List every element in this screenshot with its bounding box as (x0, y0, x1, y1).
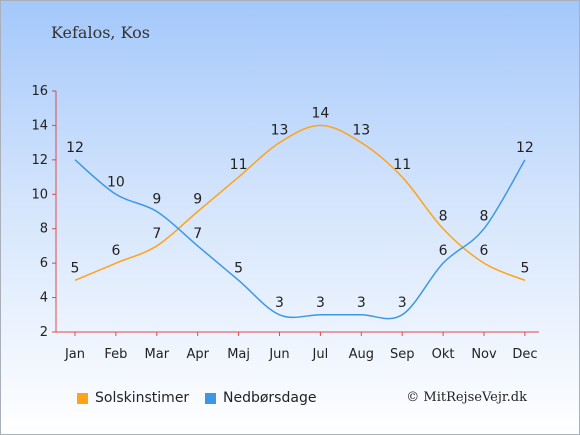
data-label-series-1: 10 (107, 174, 125, 190)
y-tick-label: 4 (40, 291, 48, 306)
data-label-series-1: 3 (357, 295, 366, 311)
x-tick-label: Jun (268, 347, 289, 362)
x-tick-label: Okt (432, 347, 455, 362)
data-label-series-0: 5 (71, 260, 80, 276)
legend-item-rain-days: Nedbørsdage (205, 390, 316, 406)
data-label-series-1: 3 (275, 295, 284, 311)
x-tick-label: Aug (349, 347, 374, 362)
data-label-series-1: 3 (316, 295, 325, 311)
x-tick-label: Nov (471, 347, 497, 362)
legend-label-sunshine: Solskinstimer (95, 390, 190, 406)
data-label-series-1: 9 (152, 192, 161, 208)
data-label-series-0: 7 (152, 226, 161, 242)
data-label-series-1: 5 (234, 260, 243, 276)
x-tick-label: Dec (512, 347, 537, 362)
data-label-series-0: 6 (111, 243, 120, 259)
x-tick-label: Maj (227, 347, 250, 362)
legend-label-rain-days: Nedbørsdage (223, 390, 317, 406)
data-label-series-0: 13 (352, 123, 370, 139)
data-label-series-0: 8 (439, 209, 448, 225)
data-label-series-1: 12 (66, 140, 84, 156)
data-label-series-1: 8 (480, 209, 489, 225)
copyright-notice: © MitRejseVejr.dk (406, 390, 527, 405)
data-label-series-1: 12 (516, 140, 534, 156)
x-tick-label: Jul (312, 347, 329, 362)
x-tick-label: Apr (186, 347, 209, 362)
y-tick-label: 16 (31, 84, 48, 99)
x-tick-label: Jan (64, 347, 85, 362)
y-tick-label: 12 (31, 153, 48, 168)
y-tick-label: 14 (31, 118, 48, 133)
x-tick-label: Sep (390, 347, 415, 362)
data-label-series-0: 5 (520, 260, 529, 276)
y-tick-label: 6 (40, 256, 48, 271)
data-label-series-0: 13 (271, 123, 289, 139)
x-tick-label: Mar (145, 347, 170, 362)
legend-item-sunshine: Solskinstimer (77, 390, 189, 406)
data-label-series-0: 14 (311, 105, 329, 121)
data-label-series-0: 11 (230, 157, 248, 173)
y-tick-label: 10 (31, 187, 48, 202)
location-title: Kefalos, Kos (51, 23, 150, 42)
y-tick-label: 8 (40, 222, 48, 237)
data-label-series-1: 6 (439, 243, 448, 259)
y-tick-label: 2 (40, 325, 48, 340)
data-label-series-0: 11 (393, 157, 411, 173)
legend-swatch-sunshine (77, 392, 88, 404)
series-line-1 (74, 159, 526, 320)
data-label-series-0: 6 (480, 243, 489, 259)
legend-swatch-rain-days (205, 392, 216, 404)
series-line-0 (74, 124, 526, 282)
data-label-series-1: 7 (193, 226, 202, 242)
data-label-series-1: 3 (398, 295, 407, 311)
data-label-series-0: 9 (193, 192, 202, 208)
x-tick-label: Feb (104, 347, 127, 362)
